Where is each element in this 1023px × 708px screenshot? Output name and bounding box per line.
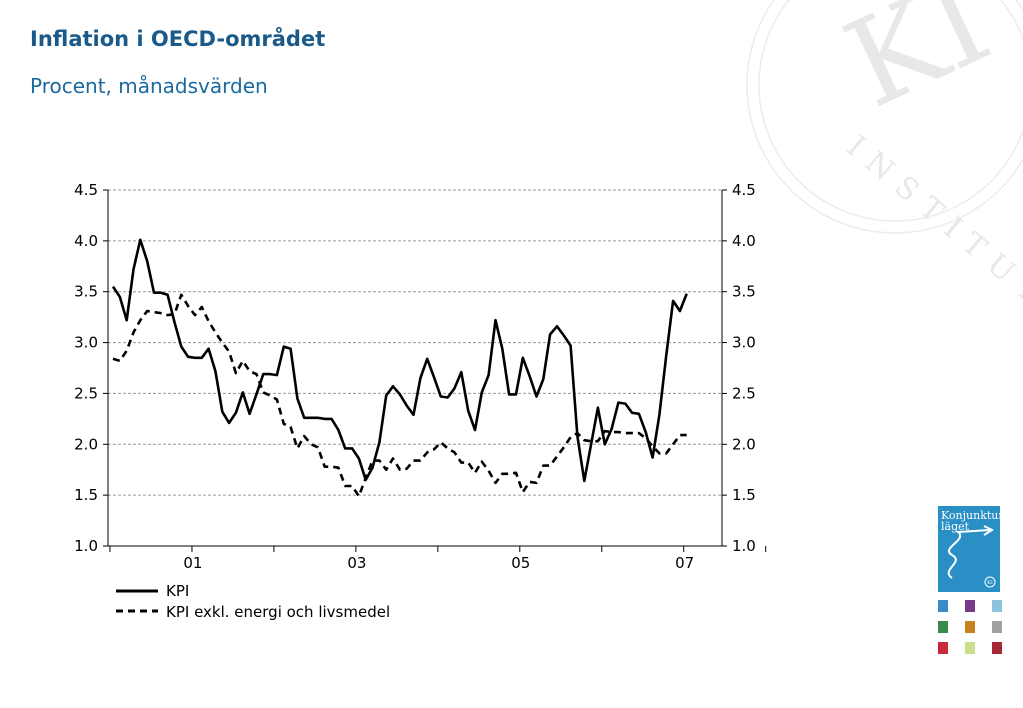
logo-line1: Konjunktur: [941, 509, 1004, 522]
left-y-axis-ticks: 1.0 1.5 2.0 2.5 3.0 3.5 4.0 4.5: [74, 181, 98, 555]
legend: KPI KPI exkl. energi och livsmedel: [116, 582, 390, 621]
series-lines: [111, 238, 688, 498]
legend-label-kpi-core: KPI exkl. energi och livsmedel: [166, 603, 390, 621]
y-tick-label-right: 2.5: [732, 384, 756, 402]
y-tick-label-left: 1.5: [74, 486, 98, 504]
x-tick-label: 01: [183, 554, 202, 572]
report-thumbnail: [992, 642, 1002, 654]
y-tick-label-right: 4.5: [732, 181, 756, 199]
gridlines: [108, 189, 722, 496]
y-tick-label-left: 4.5: [74, 181, 98, 199]
logo-line2: läget: [941, 520, 970, 533]
series-line-kpi: [111, 238, 688, 483]
y-tick-label-left: 1.0: [74, 537, 98, 555]
chart-subtitle: Procent, månadsvärden: [30, 74, 268, 98]
logo-badge: KI: [987, 580, 993, 586]
right-y-axis-ticks: 1.0 1.5 2.0 2.5 3.0 3.5 4.0 4.5: [732, 181, 756, 555]
x-tick-label: 03: [347, 554, 366, 572]
logo-arrow-icon: [947, 529, 991, 579]
y-tick-label-right: 3.0: [732, 334, 756, 352]
report-thumbnail: [938, 642, 948, 654]
y-tick-label-left: 3.0: [74, 334, 98, 352]
x-axis-ticks: 01 03 05 07: [183, 554, 694, 572]
y-tick-label-right: 3.5: [732, 283, 756, 301]
legend-label-kpi: KPI: [166, 582, 189, 600]
konjunkturlaget-logo: Konjunktur läget KI: [938, 506, 1004, 592]
report-thumbnail: [992, 600, 1002, 612]
report-thumbnail: [992, 621, 1002, 633]
chart-title: Inflation i OECD-området: [30, 27, 326, 51]
report-thumbnail: [938, 621, 948, 633]
y-tick-label-right: 4.0: [732, 232, 756, 250]
report-thumbnail: [938, 600, 948, 612]
y-tick-label-left: 4.0: [74, 232, 98, 250]
x-tick-label: 05: [511, 554, 530, 572]
y-tick-label-left: 3.5: [74, 283, 98, 301]
y-tick-label-right: 2.0: [732, 435, 756, 453]
y-tick-label-right: 1.5: [732, 486, 756, 504]
axes: [103, 189, 767, 552]
y-tick-label-left: 2.0: [74, 435, 98, 453]
report-thumbnail: [965, 600, 975, 612]
series-line-kpi-core: [112, 293, 687, 498]
report-thumbnails: [938, 600, 1002, 654]
x-tick-label: 07: [675, 554, 694, 572]
report-thumbnail: [965, 642, 975, 654]
report-thumbnail: [965, 621, 975, 633]
y-tick-label-right: 1.0: [732, 537, 756, 555]
y-tick-label-left: 2.5: [74, 384, 98, 402]
